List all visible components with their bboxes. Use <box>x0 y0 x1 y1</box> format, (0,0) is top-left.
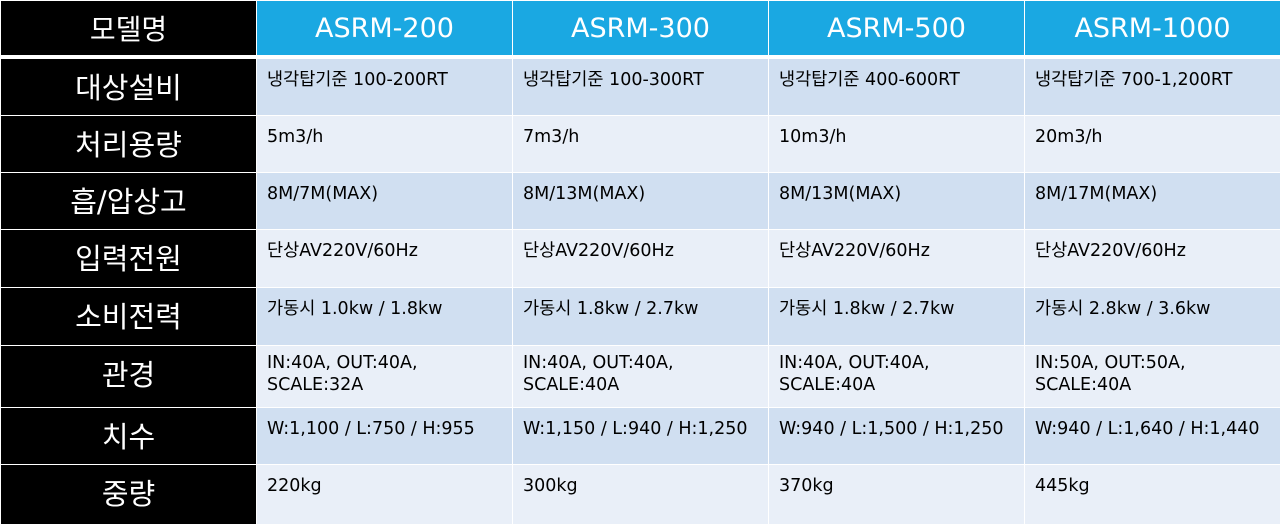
table-cell: 7m3/h <box>512 114 769 173</box>
table-row: 입력전원 단상AV220V/60Hz 단상AV220V/60Hz 단상AV220… <box>0 228 1280 288</box>
row-label-pipe-diameter: 관경 <box>0 344 257 408</box>
table-row: 치수 W:1,100 / L:750 / H:955 W:1,150 / L:9… <box>0 406 1280 465</box>
table-cell: W:940 / L:1,500 / H:1,250 <box>768 406 1025 465</box>
table-cell: 가동시 1.0kw / 1.8kw <box>256 286 513 346</box>
table-cell: IN:50A, OUT:50A, SCALE:40A <box>1024 344 1280 408</box>
table-cell: 8M/13M(MAX) <box>512 171 769 230</box>
row-label-weight: 중량 <box>0 463 257 525</box>
table-row: 관경 IN:40A, OUT:40A, SCALE:32A IN:40A, OU… <box>0 344 1280 408</box>
table-cell: IN:40A, OUT:40A, SCALE:40A <box>512 344 769 408</box>
table-cell: 가동시 2.8kw / 3.6kw <box>1024 286 1280 346</box>
table-row: 흡/압상고 8M/7M(MAX) 8M/13M(MAX) 8M/13M(MAX)… <box>0 171 1280 230</box>
table-cell: 8M/17M(MAX) <box>1024 171 1280 230</box>
row-label-input-power: 입력전원 <box>0 228 257 288</box>
row-label-capacity: 처리용량 <box>0 114 257 173</box>
model-header-asrm-500: ASRM-500 <box>768 0 1025 59</box>
table-cell: W:1,100 / L:750 / H:955 <box>256 406 513 465</box>
row-label-power-consumption: 소비전력 <box>0 286 257 346</box>
table-cell: 냉각탑기준 400-600RT <box>768 56 1025 116</box>
table-cell: IN:40A, OUT:40A, SCALE:40A <box>768 344 1025 408</box>
row-label-dimensions: 치수 <box>0 406 257 465</box>
table-cell: IN:40A, OUT:40A, SCALE:32A <box>256 344 513 408</box>
table-cell: 220kg <box>256 463 513 525</box>
table-cell: 8M/7M(MAX) <box>256 171 513 230</box>
table-cell: 냉각탑기준 100-200RT <box>256 56 513 116</box>
table-cell: 단상AV220V/60Hz <box>1024 228 1280 288</box>
table-cell: 냉각탑기준 700-1,200RT <box>1024 56 1280 116</box>
table-row: 처리용량 5m3/h 7m3/h 10m3/h 20m3/h <box>0 114 1280 173</box>
table-cell: 370kg <box>768 463 1025 525</box>
table-row: 소비전력 가동시 1.0kw / 1.8kw 가동시 1.8kw / 2.7kw… <box>0 286 1280 346</box>
table-cell: 445kg <box>1024 463 1280 525</box>
table-row: 중량 220kg 300kg 370kg 445kg <box>0 463 1280 525</box>
row-label-head: 흡/압상고 <box>0 171 257 230</box>
table-cell: 단상AV220V/60Hz <box>256 228 513 288</box>
table-cell: 단상AV220V/60Hz <box>768 228 1025 288</box>
model-header-asrm-300: ASRM-300 <box>512 0 769 59</box>
table-cell: 가동시 1.8kw / 2.7kw <box>768 286 1025 346</box>
table-cell: 가동시 1.8kw / 2.7kw <box>512 286 769 346</box>
table-cell: 10m3/h <box>768 114 1025 173</box>
table-cell: 300kg <box>512 463 769 525</box>
model-header-asrm-200: ASRM-200 <box>256 0 513 59</box>
model-header-asrm-1000: ASRM-1000 <box>1024 0 1280 59</box>
table-cell: 냉각탑기준 100-300RT <box>512 56 769 116</box>
row-label-target-equipment: 대상설비 <box>0 56 257 116</box>
header-row: 모델명 ASRM-200 ASRM-300 ASRM-500 ASRM-1000 <box>0 0 1280 59</box>
table-row: 대상설비 냉각탑기준 100-200RT 냉각탑기준 100-300RT 냉각탑… <box>0 56 1280 116</box>
table-cell: W:940 / L:1,640 / H:1,440 <box>1024 406 1280 465</box>
table-cell: 5m3/h <box>256 114 513 173</box>
table-cell: 단상AV220V/60Hz <box>512 228 769 288</box>
table-cell: 8M/13M(MAX) <box>768 171 1025 230</box>
table-cell: W:1,150 / L:940 / H:1,250 <box>512 406 769 465</box>
table-cell: 20m3/h <box>1024 114 1280 173</box>
model-name-header: 모델명 <box>0 0 257 59</box>
